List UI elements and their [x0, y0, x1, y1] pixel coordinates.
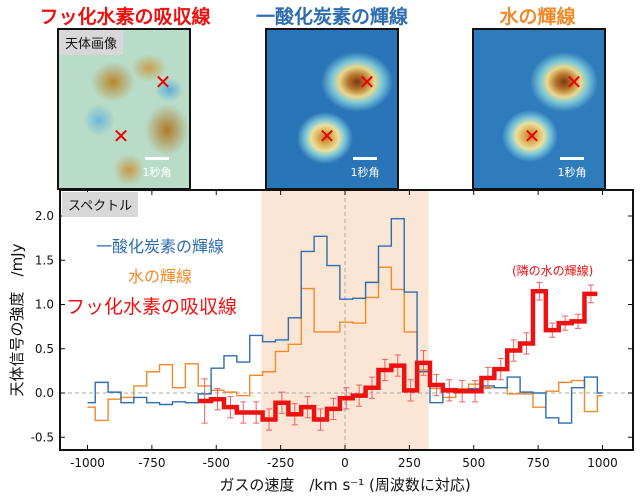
series-co — [87, 217, 603, 424]
y-tick-label: 0.5 — [35, 342, 54, 356]
y-tick-label: 1.0 — [35, 298, 54, 312]
legend-co: 一酸化炭素の輝線 — [96, 237, 224, 256]
title-water: 水の輝線 — [499, 6, 576, 28]
title-co: 一酸化炭素の輝線 — [255, 6, 408, 28]
x-tick-label: -750 — [138, 456, 165, 470]
scale-bar: 1秒角 — [554, 157, 590, 180]
position-marker-icon: ✕ — [318, 124, 336, 148]
x-tick-label: -250 — [267, 456, 294, 470]
x-tick-label: -1000 — [70, 456, 105, 470]
image-tag: 天体画像 — [59, 30, 124, 55]
thumbnail-water: ✕ ✕ 1秒角 — [472, 28, 606, 190]
position-marker-icon: ✕ — [523, 124, 541, 148]
y-tick-label: 2.0 — [35, 209, 54, 223]
x-tick-label: 1000 — [587, 456, 618, 470]
scale-bar: 1秒角 — [139, 157, 175, 180]
y-tick-label: -0.5 — [31, 430, 54, 444]
position-marker-icon: ✕ — [112, 124, 130, 148]
x-tick-label: 500 — [462, 456, 485, 470]
series-hf — [198, 288, 598, 422]
legend-hf: フッ化水素の吸収線 — [66, 296, 237, 318]
annotation-neighbor-water: (隣の水の輝線) — [512, 263, 593, 278]
series-water — [87, 266, 603, 422]
x-tick-label: -500 — [203, 456, 230, 470]
thumbnail-hf: 天体画像 ✕ ✕ 1秒角 — [57, 28, 191, 190]
x-axis-label: ガスの速度 /km s⁻¹ (周波数に対応) — [219, 476, 470, 494]
spectrum-tag: スペクトル — [62, 192, 139, 217]
position-marker-icon: ✕ — [358, 70, 376, 94]
y-tick-label: 1.5 — [35, 253, 54, 267]
y-axis-label: 天体信号の強度 /mJy — [8, 243, 26, 396]
x-tick-label: 250 — [398, 456, 421, 470]
y-tick-label: 0.0 — [35, 386, 54, 400]
plot-frame — [59, 189, 634, 451]
scale-bar: 1秒角 — [347, 157, 383, 180]
legend-water: 水の輝線 — [128, 267, 192, 286]
x-tick-label: 750 — [527, 456, 550, 470]
title-hf: フッ化水素の吸収線 — [39, 6, 211, 28]
x-tick-label: 0 — [341, 456, 349, 470]
thumbnail-co: ✕ ✕ 1秒角 — [265, 28, 399, 190]
position-marker-icon: ✕ — [154, 70, 172, 94]
position-marker-icon: ✕ — [565, 70, 583, 94]
